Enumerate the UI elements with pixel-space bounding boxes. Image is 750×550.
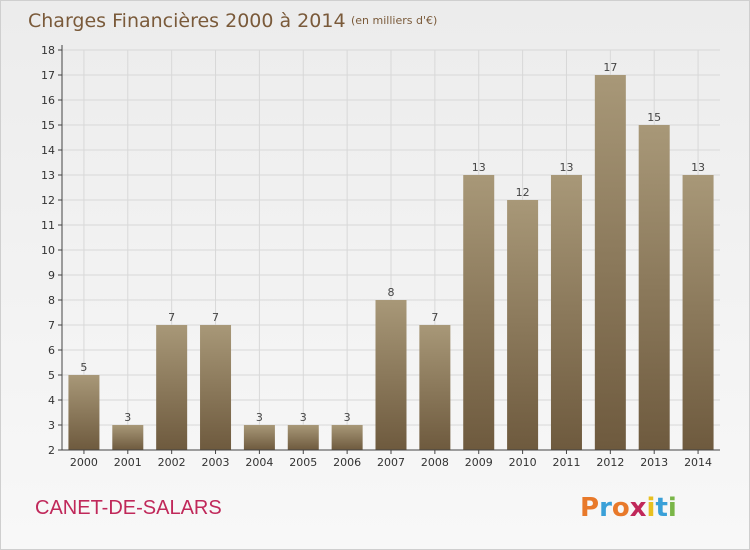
bar-2003 [200, 325, 232, 450]
data-label-2002: 7 [168, 311, 175, 324]
x-tick-label-2013: 2013 [640, 456, 668, 469]
y-tick-label: 4 [48, 394, 55, 407]
x-tick-label-2005: 2005 [289, 456, 317, 469]
y-tick-label: 16 [41, 94, 55, 107]
data-label-2012: 17 [603, 61, 617, 74]
data-label-2001: 3 [124, 411, 131, 424]
x-tick-label-2006: 2006 [333, 456, 361, 469]
x-tick-label-2004: 2004 [245, 456, 273, 469]
bars-group: 5 3 7 7 3 3 3 8 7 13 12 13 17 15 13 [68, 61, 714, 450]
axes-group: 2 3 4 5 6 7 8 9 10 11 12 13 14 15 16 17 18 2000 2001 2002 20… [41, 44, 720, 469]
bar-2000 [68, 375, 100, 450]
bar-2005 [287, 425, 319, 450]
data-label-2003: 7 [212, 311, 219, 324]
y-tick-label: 15 [41, 119, 55, 132]
y-tick-label: 9 [48, 269, 55, 282]
data-label-2010: 12 [516, 186, 530, 199]
bar-2009 [463, 175, 495, 450]
y-tick-label: 8 [48, 294, 55, 307]
y-tick-label: 11 [41, 219, 55, 232]
bar-2001 [112, 425, 144, 450]
y-tick-label: 18 [41, 44, 55, 57]
x-tick-label-2000: 2000 [70, 456, 98, 469]
data-label-2006: 3 [344, 411, 351, 424]
chart-title: Charges Financières 2000 à 2014 [28, 10, 346, 32]
x-tick-label-2002: 2002 [158, 456, 186, 469]
x-tick-label-2011: 2011 [552, 456, 580, 469]
x-tick-label-2007: 2007 [377, 456, 405, 469]
data-label-2007: 8 [388, 286, 395, 299]
data-label-2004: 3 [256, 411, 263, 424]
x-tick-label-2014: 2014 [684, 456, 712, 469]
proxiti-logo: Proxiti [580, 493, 677, 523]
bar-2008 [419, 325, 451, 450]
place-name: CANET-DE-SALARS [35, 497, 222, 519]
y-tick-label: 13 [41, 169, 55, 182]
data-label-2005: 3 [300, 411, 307, 424]
data-label-2011: 13 [559, 161, 573, 174]
bar-2012 [594, 75, 626, 450]
data-label-2008: 7 [431, 311, 438, 324]
y-tick-label: 5 [48, 369, 55, 382]
bar-2011 [550, 175, 582, 450]
bar-2007 [375, 300, 407, 450]
x-tick-label-2010: 2010 [509, 456, 537, 469]
x-tick-label-2001: 2001 [114, 456, 142, 469]
y-tick-label: 2 [48, 444, 55, 457]
bar-2006 [331, 425, 363, 450]
y-tick-label: 10 [41, 244, 55, 257]
x-tick-label-2008: 2008 [421, 456, 449, 469]
y-tick-label: 17 [41, 69, 55, 82]
y-tick-label: 6 [48, 344, 55, 357]
y-tick-label: 3 [48, 419, 55, 432]
bar-2002 [156, 325, 188, 450]
bar-2013 [638, 125, 670, 450]
x-tick-label-2009: 2009 [465, 456, 493, 469]
chart-subtitle: (en milliers d'€) [351, 14, 437, 27]
bar-2010 [507, 200, 539, 450]
data-label-2009: 13 [472, 161, 486, 174]
bar-2004 [243, 425, 275, 450]
y-tick-label: 7 [48, 319, 55, 332]
data-label-2014: 13 [691, 161, 705, 174]
data-label-2000: 5 [80, 361, 87, 374]
data-label-2013: 15 [647, 111, 661, 124]
x-tick-label-2012: 2012 [596, 456, 624, 469]
y-tick-label: 14 [41, 144, 55, 157]
y-tick-label: 12 [41, 194, 55, 207]
x-tick-label-2003: 2003 [202, 456, 230, 469]
bar-2014 [682, 175, 714, 450]
